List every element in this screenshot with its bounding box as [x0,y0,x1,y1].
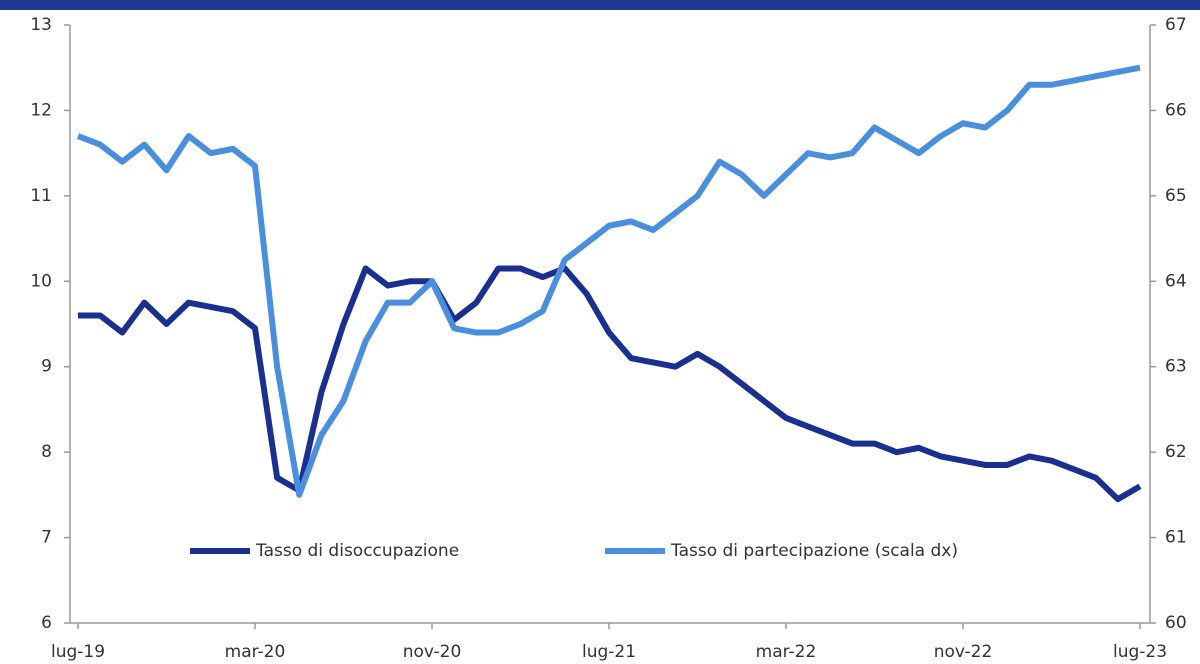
y-tick-label: 9 [41,357,52,377]
x-tick-label: lug-21 [582,642,636,662]
x-tick-label: nov-22 [934,642,993,662]
y2-tick-label: 63 [1165,357,1187,377]
y-tick-label: 10 [30,271,52,291]
top-bar [0,0,1200,10]
y2-tick-label: 61 [1165,528,1187,548]
legend-label: Tasso di disoccupazione [255,541,459,561]
legend-label: Tasso di partecipazione (scala dx) [670,541,958,561]
y-tick-label: 7 [41,528,52,548]
series-line [78,265,1142,503]
y2-tick-label: 64 [1165,271,1187,291]
x-tick-label: lug-19 [51,642,105,662]
x-tick-label: nov-20 [403,642,462,662]
y2-tick-label: 62 [1165,442,1187,462]
y2-tick-label: 65 [1165,186,1187,206]
y-tick-label: 13 [30,15,52,35]
y-tick-label: 6 [41,613,52,633]
y2-tick-label: 60 [1165,613,1187,633]
x-tick-label: lug-23 [1113,642,1167,662]
y-tick-label: 12 [30,100,52,120]
y2-tick-label: 67 [1165,15,1187,35]
x-tick-label: mar-22 [756,642,817,662]
y-tick-label: 11 [30,186,52,206]
x-tick-label: mar-20 [225,642,286,662]
y-tick-label: 8 [41,442,52,462]
series-line [76,64,1141,498]
y2-tick-label: 66 [1165,100,1187,120]
